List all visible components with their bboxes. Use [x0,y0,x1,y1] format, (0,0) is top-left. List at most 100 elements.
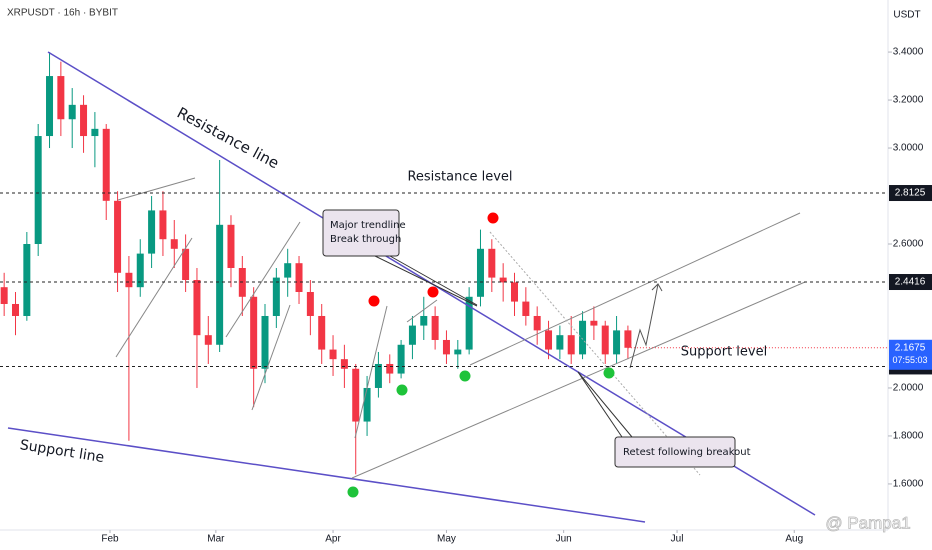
y-tick-label: 3.4000 [893,47,924,58]
candle-body [420,315,428,326]
candle-body [34,136,42,245]
candle-body [114,200,122,273]
candle-body [499,277,507,283]
candle-body [125,272,133,288]
candles [0,52,632,475]
annotation: Resistance level [407,170,512,185]
decline-line [489,231,701,476]
sell-dot [368,295,380,307]
candle-body [91,128,99,137]
callout-text: Retest following breakout [623,447,751,458]
candle-body [579,320,587,355]
candle-body [46,76,54,137]
candle-body [352,368,360,422]
level-label: 2.8125 [895,188,926,199]
candle-body [363,387,371,422]
flag-line [354,305,388,439]
currency: USDT [893,10,920,21]
candle-body [386,363,394,374]
candle-body [590,320,598,326]
sell-dot [427,286,439,298]
pointer [389,255,478,306]
candle-body [476,248,484,297]
channel-upper [469,212,801,366]
candle-body [397,344,405,374]
candle-body [545,330,553,350]
support-trendline [7,427,646,523]
candle-body [318,315,326,350]
candle-body [340,359,348,369]
candle-body [465,296,473,350]
buy-dot [347,486,359,498]
candle-body [374,363,382,388]
projection-path [654,283,659,301]
y-tick-label: 3.2000 [893,95,924,106]
candle-body [193,279,201,336]
x-tick-label: Jul [671,534,684,545]
symbol-title: XRPUSDT · 16h · BYBIT [7,8,118,19]
callout-box [614,436,736,468]
countdown: 07:55:03 [892,355,927,365]
signal-dots [347,212,615,498]
candle-body [284,263,292,278]
pointer [577,371,633,438]
x-tick-label: Mar [207,534,225,545]
axes: 3.4000 3.2000 3.0000 2.6000 2.0000 1.8000 1.60… [0,47,932,545]
flag-line [117,177,196,201]
flag-line [225,221,301,338]
candle-body [511,282,519,302]
y-tick-label: 1.8000 [893,431,924,442]
buy-dot [459,370,471,382]
candle-body [613,330,621,355]
candle-body [272,277,280,316]
candle-body [624,330,632,348]
candle-body [0,287,8,304]
candle-body [170,239,178,249]
y-tick-label: 1.6000 [893,479,924,490]
projection-path [629,299,656,369]
channel-lower [351,281,806,479]
candle-body [204,335,212,345]
watermark: @ Pampa1 [825,513,910,532]
candle-body [148,210,156,254]
buy-dot [603,367,615,379]
candle-body [533,315,541,331]
candle-body [601,325,609,355]
pointer [577,371,623,438]
y-tick-label: 3.0000 [893,143,924,154]
candle-body [556,335,564,350]
candle-body [182,248,190,280]
candle-body [522,301,530,316]
candle-body [57,76,65,120]
candle-body [295,263,303,292]
annotation: Support level [681,345,767,360]
callout-text: Break through [330,234,401,245]
x-tick-label: Aug [785,534,803,545]
candle-body [102,128,110,201]
candle-body [454,349,462,355]
candle-body [329,349,337,360]
candle-body [431,315,439,340]
flag-line [115,237,193,358]
candle-body [80,104,88,137]
candle-body [250,296,258,369]
candle-body [261,315,269,369]
projection-arrow [651,283,663,292]
candle-body [136,253,144,288]
candle-body [216,224,224,345]
x-tick-label: Feb [101,534,119,545]
candle-body [306,291,314,316]
x-tick-label: Apr [325,534,341,545]
x-tick-label: Jun [556,534,572,545]
callout-box [322,209,400,257]
candle-body [567,335,575,355]
x-tick-label: May [437,534,456,545]
level-label-bg [889,185,932,202]
candle-body [408,325,416,345]
candle-body [488,248,496,278]
sell-dot [487,212,499,224]
last-price-bg [889,339,932,370]
candle-body [23,244,31,316]
